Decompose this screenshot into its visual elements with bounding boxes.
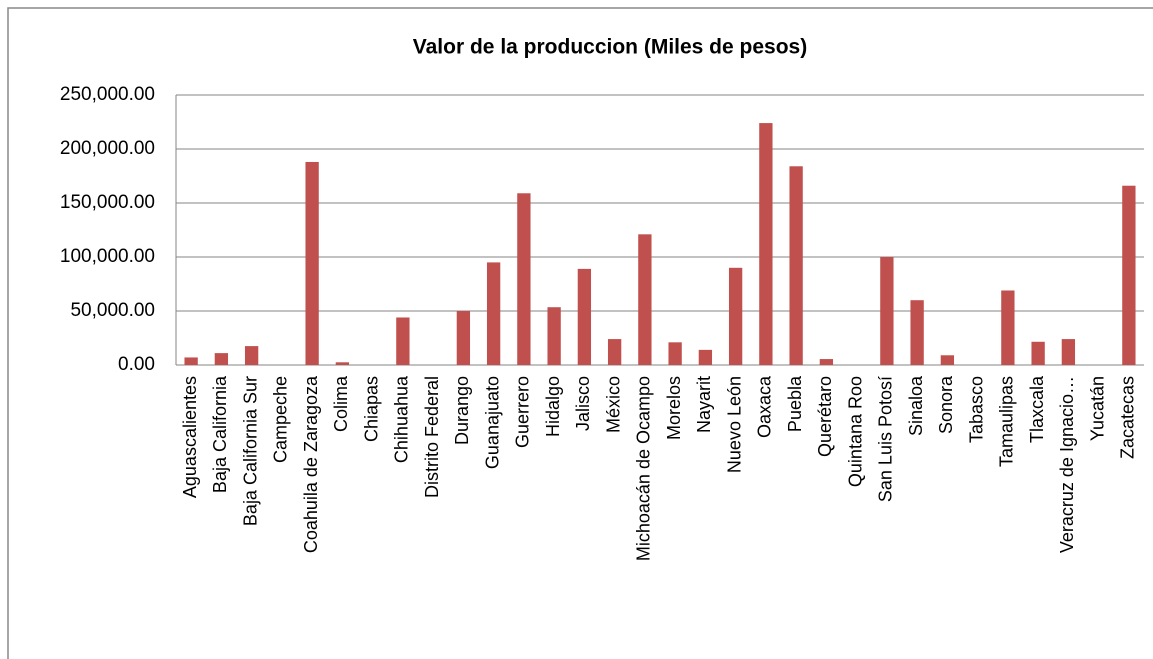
- bar: [305, 161, 319, 365]
- x-tick-label: Campeche: [271, 376, 291, 463]
- x-tick-label: Tamaulipas: [997, 376, 1017, 467]
- x-tick-label: Tabasco: [966, 376, 986, 443]
- x-tick-label: Sonora: [936, 375, 956, 434]
- x-tick-label: Michoacán de Ocampo: [634, 376, 654, 561]
- y-tick-label: 0.00: [118, 354, 155, 375]
- x-tick-label: Baja California Sur: [240, 376, 260, 526]
- y-tick-label: 150,000.00: [60, 192, 155, 213]
- bar: [547, 307, 561, 365]
- x-tick-label: Jalisco: [573, 376, 593, 431]
- bar: [577, 268, 592, 365]
- x-tick-label: Veracruz de Ignacio…: [1057, 376, 1077, 553]
- y-tick-label: 200,000.00: [60, 138, 155, 159]
- x-tick-label: Baja California: [210, 375, 230, 493]
- chart-border: [7, 7, 1153, 659]
- bar: [396, 317, 410, 365]
- bar: [759, 123, 773, 365]
- x-tick-label: Guanajuato: [482, 376, 502, 469]
- y-tick-label: 50,000.00: [70, 300, 155, 321]
- bar: [486, 262, 501, 365]
- bar: [335, 362, 350, 365]
- bar: [456, 311, 471, 365]
- bar: [638, 234, 652, 365]
- bar: [910, 300, 924, 365]
- bar: [517, 193, 531, 365]
- x-tick-label: San Luis Potosí: [876, 376, 896, 502]
- x-tick-label: Tlaxcala: [1027, 375, 1047, 443]
- bar: [184, 357, 198, 365]
- x-tick-label: Nuevo León: [724, 376, 744, 473]
- bar: [1122, 185, 1136, 365]
- x-tick-label: Nayarit: [694, 376, 714, 433]
- bar: [819, 359, 834, 365]
- x-tick-label: Aguascalientes: [180, 376, 200, 498]
- bar: [940, 355, 955, 365]
- bar: [607, 339, 622, 365]
- bar: [1031, 341, 1045, 365]
- x-tick-label: Quintana Roo: [845, 376, 865, 487]
- x-tick-label: México: [603, 376, 623, 433]
- bar: [698, 349, 713, 365]
- bar: [668, 342, 682, 365]
- y-tick-label: 100,000.00: [60, 246, 155, 267]
- x-tick-label: Chiapas: [361, 376, 381, 442]
- x-tick-label: Hidalgo: [543, 376, 563, 437]
- x-tick-label: Yucatán: [1087, 376, 1107, 441]
- bar: [244, 346, 259, 365]
- x-tick-label: Chihuahua: [392, 375, 412, 463]
- x-tick-label: Querétaro: [815, 376, 835, 457]
- x-tick-label: Morelos: [664, 376, 684, 440]
- y-tick-label: 250,000.00: [60, 84, 155, 105]
- x-tick-label: Coahuila de Zaragoza: [301, 375, 321, 553]
- x-tick-label: Durango: [452, 376, 472, 445]
- x-tick-label: Colima: [331, 375, 351, 432]
- bar: [789, 166, 803, 365]
- x-tick-label: Guerrero: [513, 376, 533, 448]
- x-tick-label: Distrito Federal: [422, 376, 442, 498]
- bar: [214, 353, 229, 365]
- x-tick-label: Oaxaca: [755, 375, 775, 438]
- chart-title: Valor de la produccion (Miles de pesos): [413, 36, 807, 59]
- x-tick-label: Sinaloa: [906, 375, 926, 436]
- bar: [1061, 339, 1076, 365]
- x-tick-label: Zacatecas: [1118, 376, 1138, 459]
- bar: [880, 257, 894, 365]
- bar: [728, 267, 743, 365]
- bar: [1001, 290, 1015, 365]
- x-tick-label: Puebla: [785, 375, 805, 432]
